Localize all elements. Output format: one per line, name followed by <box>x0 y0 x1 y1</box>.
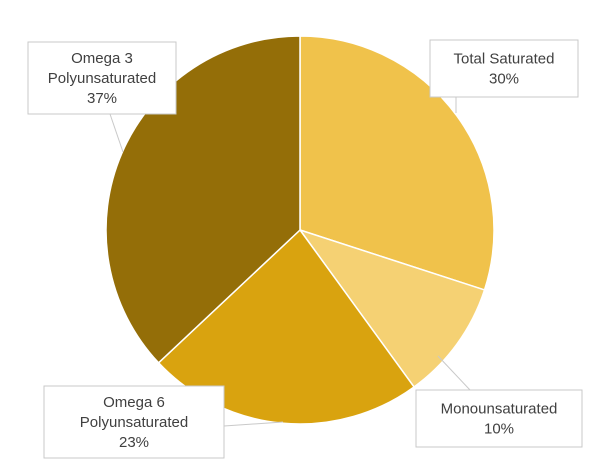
category-label-omega-6-polyunsaturated: Omega 6 <box>103 394 165 411</box>
category-label-omega-6-polyunsaturated: Polyunsaturated <box>80 414 188 431</box>
percent-label-omega-6-polyunsaturated: 23% <box>119 434 149 451</box>
percent-label-omega-3-polyunsaturated: 37% <box>87 90 117 107</box>
callout-box-total-saturated <box>429 39 579 98</box>
percent-label-monounsaturated: 10% <box>484 421 514 438</box>
callout-box-omega-3-polyunsaturated <box>27 41 177 115</box>
callout-box-monounsaturated <box>415 389 583 448</box>
category-label-monounsaturated: Monounsaturated <box>441 401 558 418</box>
category-label-total-saturated: Total Saturated <box>454 51 555 68</box>
slice-monounsaturated <box>298 228 486 388</box>
callout-monounsaturated: Monounsaturated 10% <box>415 355 583 448</box>
callout-omega-6-polyunsaturated: Omega 6 Polyunsaturated 23% <box>43 385 284 459</box>
callout-total-saturated: Total Saturated 30% <box>429 39 579 113</box>
leader-line-omega-3-polyunsaturated <box>109 113 124 153</box>
callout-box-omega-6-polyunsaturated <box>43 385 225 459</box>
pie-slices <box>105 35 495 425</box>
category-label-omega-3-polyunsaturated: Polyunsaturated <box>48 70 156 87</box>
category-label-omega-3-polyunsaturated: Omega 3 <box>71 50 133 67</box>
slice-omega-3-polyunsaturated <box>105 35 301 364</box>
leader-line-monounsaturated <box>437 355 471 391</box>
callout-omega-3-polyunsaturated: Omega 3 Polyunsaturated 37% <box>27 41 177 153</box>
pie-callouts: Total Saturated 30% Monounsaturated 10% Omeg… <box>27 39 583 459</box>
slice-total-saturated <box>299 35 495 291</box>
leader-line-omega-6-polyunsaturated <box>223 421 284 427</box>
percent-label-total-saturated: 30% <box>489 71 519 88</box>
slice-omega-6-polyunsaturated <box>157 228 416 425</box>
